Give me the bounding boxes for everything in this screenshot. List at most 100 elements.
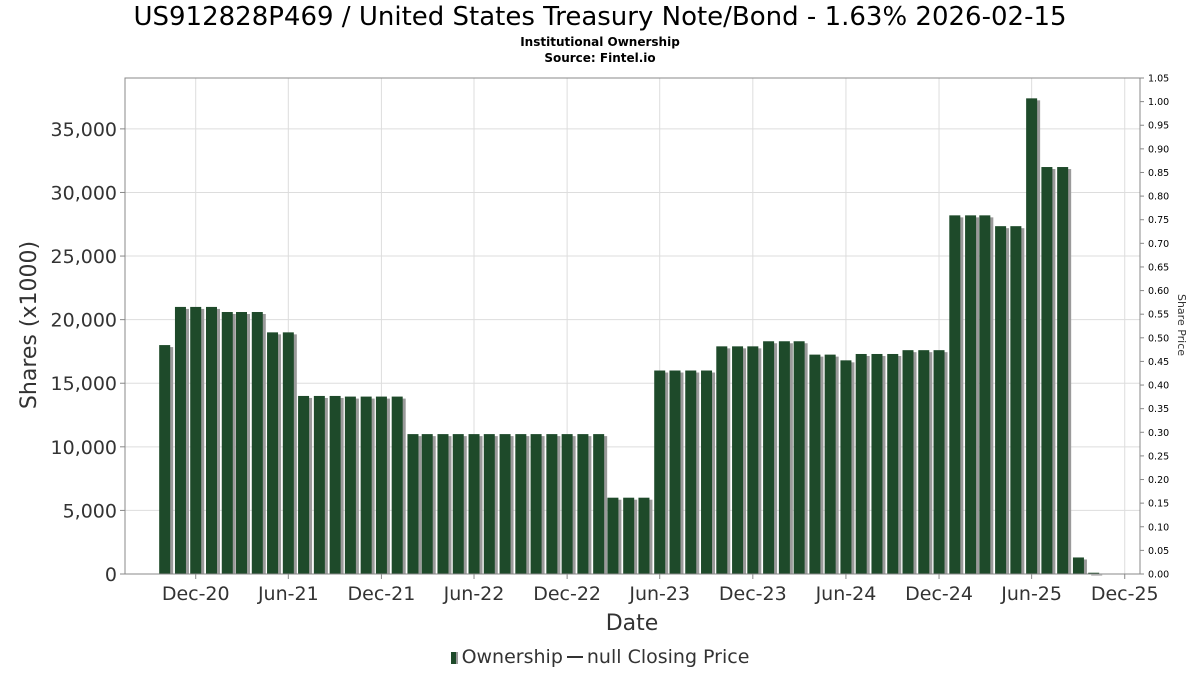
y2-axis-label: Share Price xyxy=(1175,294,1188,356)
ownership-bar xyxy=(407,434,419,574)
ownership-bar xyxy=(221,312,233,574)
y2-tick-label: 1.00 xyxy=(1148,97,1169,108)
x-tick-label: Jun-22 xyxy=(443,583,505,605)
ownership-bar xyxy=(190,306,202,574)
ownership-bar xyxy=(236,312,248,574)
ownership-bar xyxy=(1088,572,1100,574)
ownership-bar xyxy=(979,215,991,574)
ownership-bar xyxy=(499,434,511,574)
y-axis-ticks: 0 5,000 10,000 15,000 20,000 25,000 30,000 35,0… xyxy=(51,119,125,586)
bar-shadow xyxy=(1091,574,1103,576)
ownership-bar xyxy=(452,434,464,574)
x-tick-label: Dec-25 xyxy=(1091,583,1159,605)
ownership-bar xyxy=(840,360,852,574)
ownership-bar xyxy=(995,226,1007,574)
y2-tick-label: 0.05 xyxy=(1148,546,1169,557)
ownership-chart: 0 5,000 10,000 15,000 20,000 25,000 30,000 35,0… xyxy=(17,74,1188,637)
x-tick-label: Jun-24 xyxy=(815,583,877,605)
y2-tick-label: 0.25 xyxy=(1148,451,1169,462)
y2-tick-label: 0.95 xyxy=(1148,121,1169,132)
x-axis-ticks: Dec-20 Jun-21 Dec-21 Jun-22 Dec-22 Jun-23 Dec-… xyxy=(162,574,1159,605)
chart-subtitle: Institutional Ownership xyxy=(520,35,680,49)
ownership-bar xyxy=(329,395,341,574)
y2-tick-label: 0.55 xyxy=(1148,310,1169,321)
y-tick-label: 20,000 xyxy=(51,310,117,332)
ownership-bar xyxy=(159,345,171,574)
y2-tick-label: 0.70 xyxy=(1148,239,1169,250)
ownership-bar xyxy=(701,370,713,574)
ownership-bar xyxy=(205,306,217,574)
ownership-bar xyxy=(902,350,914,574)
ownership-bar xyxy=(468,434,480,574)
y-axis-label: Shares (x1000) xyxy=(17,241,42,409)
ownership-bar xyxy=(546,434,558,574)
ownership-bar xyxy=(267,332,279,574)
ownership-bar xyxy=(593,434,605,574)
x-tick-label: Dec-20 xyxy=(162,583,230,605)
ownership-bar xyxy=(1057,167,1069,574)
chart-title: US912828P469 / United States Treasury No… xyxy=(133,2,1067,32)
y2-tick-label: 0.35 xyxy=(1148,404,1169,415)
y2-tick-label: 0.85 xyxy=(1148,168,1169,179)
ownership-bar xyxy=(375,396,387,574)
y2-tick-label: 0.75 xyxy=(1148,215,1169,226)
x-axis-label: Date xyxy=(606,611,659,636)
ownership-bar xyxy=(1026,98,1038,574)
y2-tick-label: 0.10 xyxy=(1148,522,1169,533)
y-tick-label: 5,000 xyxy=(63,500,117,522)
y2-tick-label: 0.40 xyxy=(1148,381,1169,392)
plot-area xyxy=(124,77,1141,575)
ownership-bar xyxy=(607,497,619,574)
ownership-bar xyxy=(965,215,977,574)
y2-tick-label: 0.30 xyxy=(1148,428,1169,439)
ownership-legend-label: Ownership xyxy=(461,646,563,668)
y2-tick-label: 1.05 xyxy=(1148,74,1169,85)
ownership-bar xyxy=(949,215,961,574)
x-tick-label: Jun-25 xyxy=(1000,583,1062,605)
y2-axis-ticks: 0.00 0.05 0.10 0.15 0.20 0.25 0.30 0.35 0.40 0.45… xyxy=(1140,74,1169,581)
ownership-bar xyxy=(763,341,775,574)
ownership-bar xyxy=(918,350,930,574)
chart-legend: Ownership null Closing Price xyxy=(0,646,1200,668)
ownership-bar xyxy=(623,497,635,574)
price-legend-label: null Closing Price xyxy=(586,646,750,668)
ownership-bar xyxy=(1072,557,1084,574)
ownership-bar xyxy=(933,350,945,574)
y2-tick-label: 0.50 xyxy=(1148,333,1169,344)
y2-tick-label: 0.80 xyxy=(1148,192,1169,203)
ownership-bar xyxy=(344,396,356,574)
y-tick-label: 15,000 xyxy=(51,373,117,395)
ownership-bar xyxy=(809,354,821,574)
x-tick-label: Dec-23 xyxy=(719,583,787,605)
ownership-bar xyxy=(747,346,759,574)
ownership-bar xyxy=(778,341,790,574)
y2-tick-label: 0.60 xyxy=(1148,286,1169,297)
y-tick-label: 10,000 xyxy=(51,437,117,459)
y2-tick-label: 0.20 xyxy=(1148,475,1169,486)
ownership-bar xyxy=(654,370,666,574)
ownership-bar xyxy=(716,346,728,574)
ownership-bar xyxy=(732,346,744,574)
y-tick-label: 25,000 xyxy=(51,246,117,268)
ownership-bar xyxy=(685,370,697,574)
x-tick-label: Dec-24 xyxy=(905,583,973,605)
ownership-bar xyxy=(638,497,650,574)
y-tick-label: 30,000 xyxy=(51,182,117,204)
ownership-bar xyxy=(887,353,899,574)
y-tick-label: 35,000 xyxy=(51,119,117,141)
y-tick-label: 0 xyxy=(105,564,117,586)
price-legend-line xyxy=(566,656,583,658)
y2-tick-label: 0.45 xyxy=(1148,357,1169,368)
ownership-bar xyxy=(421,434,433,574)
ownership-bar xyxy=(669,370,681,574)
ownership-bar xyxy=(1010,226,1022,574)
ownership-bar xyxy=(483,434,495,574)
ownership-bar xyxy=(577,434,589,574)
ownership-bar xyxy=(360,396,372,574)
y2-tick-label: 0.15 xyxy=(1148,499,1169,510)
x-tick-label: Dec-21 xyxy=(348,583,416,605)
y2-tick-label: 0.00 xyxy=(1148,570,1169,581)
ownership-bar xyxy=(871,353,883,574)
ownership-bar xyxy=(437,434,449,574)
x-tick-label: Jun-21 xyxy=(257,583,319,605)
